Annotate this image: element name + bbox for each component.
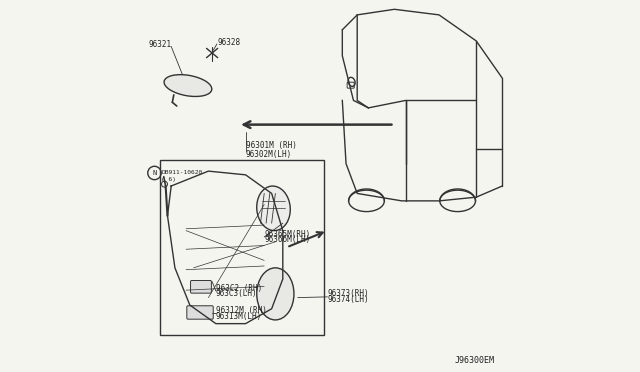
- Ellipse shape: [164, 75, 212, 96]
- Text: 96373(RH): 96373(RH): [328, 289, 369, 298]
- Ellipse shape: [257, 186, 291, 231]
- Text: 96312M (RH): 96312M (RH): [216, 306, 267, 315]
- Text: 96301M (RH): 96301M (RH): [246, 141, 296, 150]
- Text: 96366M(LH): 96366M(LH): [264, 235, 310, 244]
- Text: DB911-10620: DB911-10620: [161, 170, 202, 176]
- Ellipse shape: [257, 268, 294, 320]
- Text: J96300EM: J96300EM: [455, 356, 495, 365]
- Text: 963C3(LH): 963C3(LH): [216, 289, 257, 298]
- Text: 96321: 96321: [148, 40, 172, 49]
- Text: 963C2 (RH): 963C2 (RH): [216, 284, 262, 293]
- Text: 96313M(LH): 96313M(LH): [216, 312, 262, 321]
- FancyBboxPatch shape: [187, 306, 213, 319]
- FancyBboxPatch shape: [191, 280, 211, 293]
- Text: ( 6): ( 6): [161, 177, 176, 182]
- Text: 96302M(LH): 96302M(LH): [246, 150, 292, 159]
- Text: N: N: [152, 170, 157, 176]
- Text: 96365M(RH): 96365M(RH): [264, 230, 310, 239]
- Text: 96374(LH): 96374(LH): [328, 295, 369, 304]
- Text: 96328: 96328: [218, 38, 241, 47]
